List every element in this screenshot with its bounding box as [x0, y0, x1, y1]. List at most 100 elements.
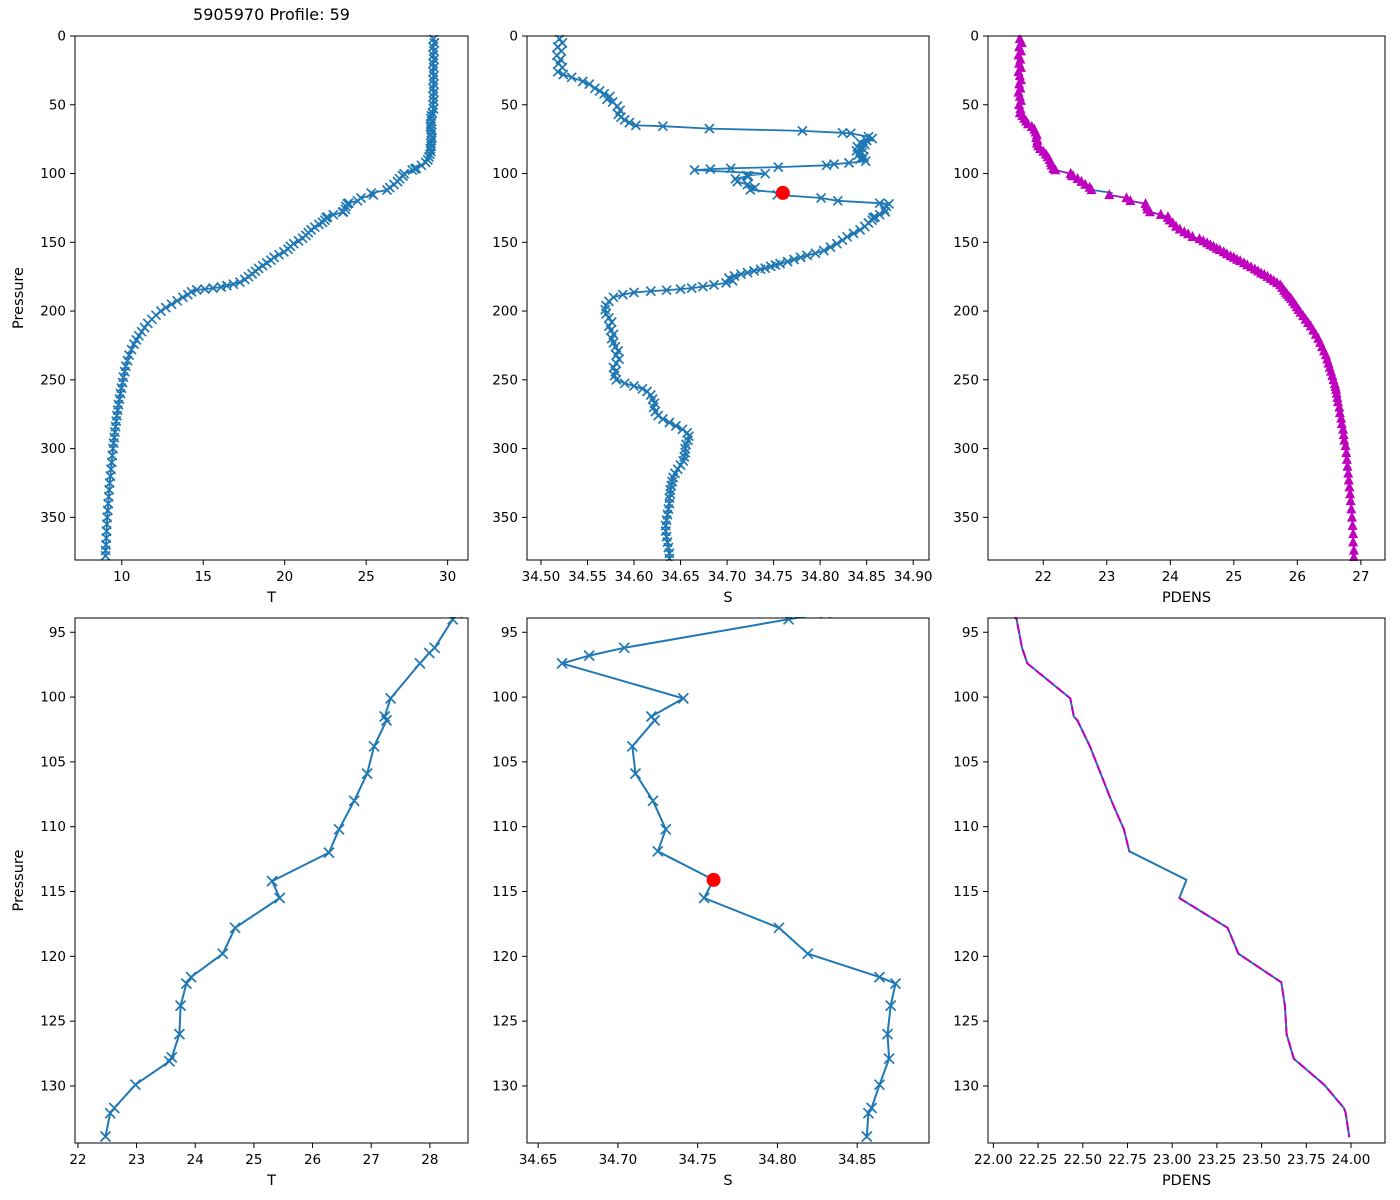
subplot-salinity-full: 34.50 34.55 34.60 34.65 34.70 34.75 34.80 34.85… — [492, 29, 932, 607]
subplot-pdens-zoom: 22.00 22.25 22.50 22.75 23.00 23.25 23.50 23.75… — [953, 617, 1386, 1189]
y-tick-label: 125 — [492, 1014, 518, 1030]
y-tick-label: 105 — [40, 754, 66, 770]
y-tick-label: 250 — [953, 372, 979, 388]
y-tick-label: 0 — [57, 29, 66, 45]
y-tick-label: 50 — [962, 97, 979, 113]
y-tick-label: 100 — [492, 166, 518, 182]
y-tick-label: 150 — [953, 235, 979, 251]
axes-box — [526, 617, 930, 1144]
y-tick-label: 110 — [953, 819, 979, 835]
y-tick-label: 150 — [492, 235, 518, 251]
pdens-adjusted-markers — [1013, 35, 1359, 561]
pdens-original-line — [1017, 37, 1355, 559]
y-tick-label: 0 — [970, 29, 979, 45]
y-tick-label: 300 — [492, 441, 518, 457]
subplot-salinity-zoom: 34.65 34.70 34.75 34.80 34.85 95 100 105 110 115 1… — [492, 617, 930, 1189]
y-tick-label: 50 — [501, 97, 518, 113]
x-axis-label: T — [266, 1173, 276, 1189]
y-tick-label: 100 — [40, 690, 66, 706]
axes-box — [74, 617, 469, 1144]
y-tick-label: 130 — [40, 1078, 66, 1094]
y-tick-label: 125 — [953, 1014, 979, 1030]
x-tick-label: 23.75 — [1287, 1152, 1326, 1168]
y-tick-label: 0 — [509, 29, 518, 45]
x-tick-label: 26 — [1289, 569, 1306, 585]
y-tick-label: 100 — [953, 166, 979, 182]
y-tick-label: 120 — [40, 949, 66, 965]
axes-box — [74, 35, 469, 561]
y-tick-label: 120 — [492, 949, 518, 965]
x-axis-label: S — [723, 590, 732, 606]
y-axis-label: Pressure — [11, 849, 27, 911]
pdens-zoom-adjusted-line — [1014, 617, 1351, 1138]
x-tick-label: 25 — [358, 569, 375, 585]
pdens-adjusted-line — [1017, 38, 1355, 558]
x-tick-label: 24.00 — [1332, 1152, 1371, 1168]
x-tick-label: 22.50 — [1063, 1152, 1102, 1168]
x-axis-label: S — [723, 1173, 732, 1189]
x-tick-label: 24 — [187, 1152, 204, 1168]
x-tick-label: 22.00 — [974, 1152, 1013, 1168]
axes-box — [526, 35, 930, 561]
y-tick-label: 100 — [40, 166, 66, 182]
x-tick-label: 34.75 — [678, 1152, 717, 1168]
x-tick-label: 34.65 — [519, 1152, 558, 1168]
subplot-pdens-full: 22 23 24 25 26 27 0 50 100 150 200 250 300 350 PDENS — [953, 29, 1386, 606]
x-tick-label: 34.85 — [847, 569, 886, 585]
x-tick-label: 25 — [1225, 569, 1242, 585]
y-tick-label: 100 — [953, 690, 979, 706]
axis-ticks: 22 23 24 25 26 27 28 95 100 105 110 115 120 125 130 — [40, 625, 438, 1168]
x-tick-label: 24 — [1162, 569, 1179, 585]
y-tick-label: 110 — [40, 819, 66, 835]
x-tick-label: 25 — [245, 1152, 262, 1168]
x-axis-label: T — [266, 590, 276, 606]
y-tick-label: 125 — [40, 1014, 66, 1030]
x-tick-label: 34.75 — [754, 569, 793, 585]
subplot-temperature-zoom: 22 23 24 25 26 27 28 95 100 105 110 115 120 125 130 T Pr… — [11, 617, 469, 1189]
y-axis-label: Pressure — [11, 267, 27, 329]
y-tick-label: 115 — [492, 884, 518, 900]
x-tick-label: 27 — [363, 1152, 380, 1168]
x-tick-label: 23.25 — [1198, 1152, 1237, 1168]
x-tick-label: 34.65 — [661, 569, 700, 585]
y-tick-label: 95 — [501, 625, 518, 641]
x-tick-label: 22.25 — [1019, 1152, 1058, 1168]
y-tick-label: 95 — [962, 625, 979, 641]
x-tick-label: 34.80 — [758, 1152, 797, 1168]
y-tick-label: 105 — [953, 754, 979, 770]
axis-ticks: 34.65 34.70 34.75 34.80 34.85 95 100 105 110 115 1… — [492, 625, 876, 1168]
x-tick-label: 27 — [1352, 569, 1369, 585]
x-tick-label: 22.75 — [1108, 1152, 1147, 1168]
x-tick-label: 34.80 — [801, 569, 840, 585]
figure-title: 5905970 Profile: 59 — [193, 5, 350, 24]
y-tick-label: 115 — [40, 884, 66, 900]
salinity-zoom-markers — [556, 617, 902, 1143]
y-tick-label: 350 — [492, 510, 518, 526]
y-tick-label: 95 — [49, 625, 66, 641]
x-tick-label: 26 — [304, 1152, 321, 1168]
x-tick-label: 34.60 — [615, 569, 654, 585]
x-tick-label: 34.50 — [522, 569, 561, 585]
axis-ticks: 34.50 34.55 34.60 34.65 34.70 34.75 34.80 34.85… — [492, 29, 932, 586]
x-tick-label: 34.70 — [708, 569, 747, 585]
y-tick-label: 110 — [492, 819, 518, 835]
y-tick-label: 250 — [492, 372, 518, 388]
x-tick-label: 34.85 — [838, 1152, 877, 1168]
y-tick-label: 120 — [953, 949, 979, 965]
x-tick-label: 22 — [1035, 569, 1052, 585]
x-tick-label: 20 — [276, 569, 293, 585]
temperature-original-line — [104, 37, 436, 557]
y-tick-label: 50 — [49, 97, 66, 113]
axes-box — [987, 35, 1386, 561]
x-tick-label: 34.55 — [568, 569, 607, 585]
x-tick-label: 23.50 — [1242, 1152, 1281, 1168]
x-tick-label: 15 — [195, 569, 212, 585]
x-tick-label: 28 — [421, 1152, 438, 1168]
y-tick-label: 105 — [492, 754, 518, 770]
salinity-original-markers — [551, 35, 895, 561]
axis-ticks: 22 23 24 25 26 27 0 50 100 150 200 250 300 350 — [953, 29, 1369, 586]
